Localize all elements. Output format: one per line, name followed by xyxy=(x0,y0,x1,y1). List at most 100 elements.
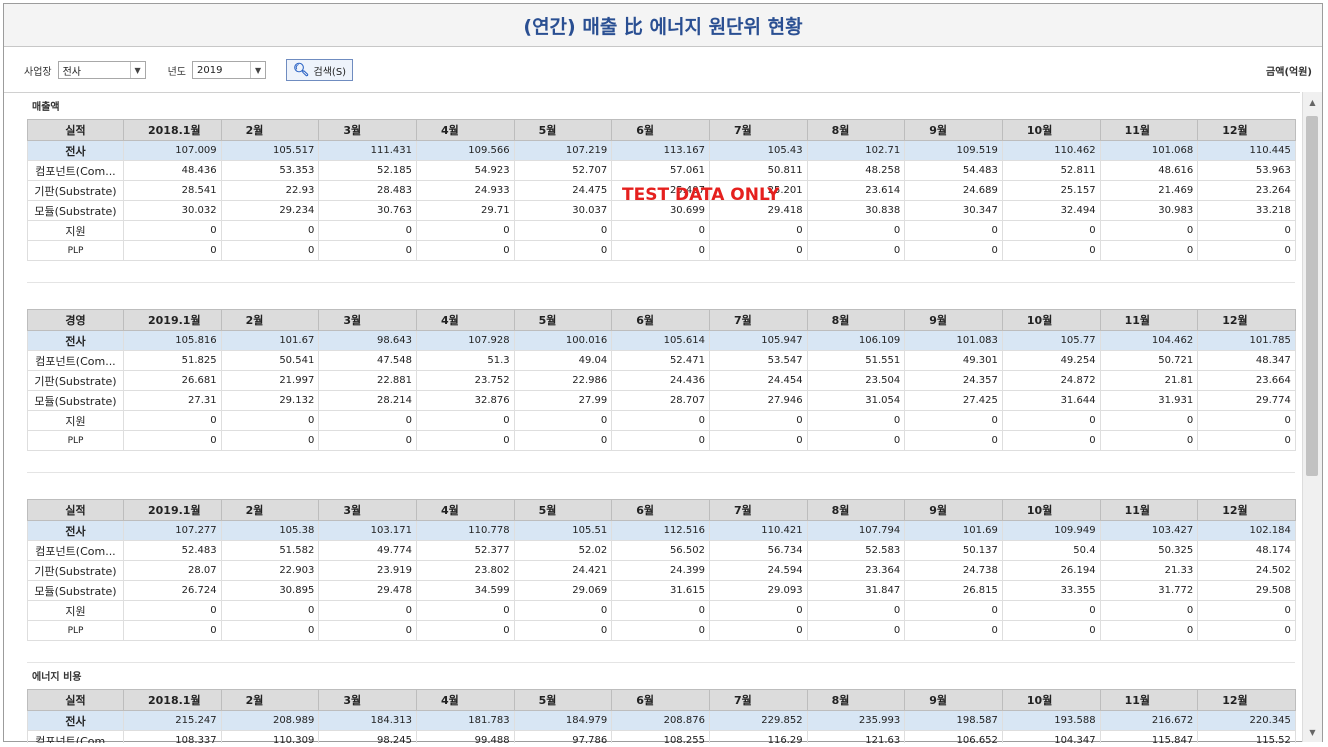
table-cell[interactable]: 101.785 xyxy=(1197,330,1296,351)
year-select[interactable]: 2019 ▼ xyxy=(192,61,267,79)
table-cell[interactable]: 0 xyxy=(904,600,1003,621)
column-header[interactable]: 5월 xyxy=(513,119,613,141)
table-cell[interactable]: 109.949 xyxy=(1001,520,1101,541)
table-cell[interactable]: 27.31 xyxy=(123,390,222,411)
table-cell[interactable]: 109.566 xyxy=(415,140,515,161)
table-cell[interactable]: 29.508 xyxy=(1197,580,1296,601)
table-row[interactable]: 컴포넌트(Com... 51.825 50.541 47.548 51.3 49.04 52… xyxy=(27,350,1296,371)
table-cell[interactable]: 184.313 xyxy=(318,710,417,731)
table-cell[interactable]: 107.009 xyxy=(123,140,222,161)
column-header[interactable]: 6월 xyxy=(611,119,710,141)
table-cell[interactable]: 0 xyxy=(123,620,222,641)
table-cell[interactable]: 110.309 xyxy=(220,730,320,743)
table-cell[interactable]: 30.347 xyxy=(904,200,1003,221)
table-cell[interactable]: 0 xyxy=(1099,410,1199,431)
chevron-down-icon[interactable]: ▼ xyxy=(250,62,265,78)
table-cell[interactable]: 29.478 xyxy=(318,580,417,601)
table-cell[interactable]: 52.02 xyxy=(513,540,613,561)
search-button[interactable]: 🔍︎ 검색(S) xyxy=(286,59,354,81)
table-cell[interactable]: 0 xyxy=(220,240,320,261)
table-cell[interactable]: 53.353 xyxy=(220,160,320,181)
scroll-down-icon[interactable]: ▼ xyxy=(1309,727,1316,737)
table-cell[interactable]: 208.876 xyxy=(611,710,710,731)
table-cell[interactable]: 110.778 xyxy=(415,520,515,541)
table-cell[interactable]: 24.357 xyxy=(904,370,1003,391)
table-cell[interactable]: 0 xyxy=(415,410,515,431)
column-header[interactable]: 6월 xyxy=(611,499,710,521)
table-cell[interactable]: 0 xyxy=(1099,240,1199,261)
column-header[interactable]: 2월 xyxy=(220,309,320,331)
table-cell[interactable]: 48.616 xyxy=(1099,160,1199,181)
table-row[interactable]: 지원 0 0 0 0 0 0 0 0 0 0 0 0 xyxy=(27,410,1296,431)
table-cell[interactable]: 23.664 xyxy=(1197,370,1296,391)
table-cell[interactable]: 23.364 xyxy=(806,560,906,581)
column-header[interactable]: 4월 xyxy=(415,689,515,711)
column-header[interactable]: 12월 xyxy=(1197,689,1296,711)
table-cell[interactable]: 0 xyxy=(220,620,320,641)
table-cell[interactable]: 0 xyxy=(1197,600,1296,621)
table-cell[interactable]: 27.99 xyxy=(513,390,613,411)
table-cell[interactable]: 0 xyxy=(415,240,515,261)
column-header[interactable]: 11월 xyxy=(1099,689,1199,711)
column-header[interactable]: 12월 xyxy=(1197,309,1296,331)
table-cell[interactable]: 26.815 xyxy=(904,580,1003,601)
table-cell[interactable]: 24.594 xyxy=(708,560,808,581)
table-cell[interactable]: 53.547 xyxy=(708,350,808,371)
column-header[interactable]: 2019.1월 xyxy=(123,309,222,331)
table-cell[interactable]: 0 xyxy=(123,600,222,621)
table-cell[interactable]: 52.707 xyxy=(513,160,613,181)
table-cell[interactable]: 0 xyxy=(318,600,417,621)
table-cell[interactable]: 235.993 xyxy=(806,710,906,731)
table-row[interactable]: 전사 215.247 208.989 184.313 181.783 184.979 208… xyxy=(27,710,1296,731)
table-row[interactable]: 모듈(Substrate) 30.032 29.234 30.763 29.71 30.0… xyxy=(27,200,1296,221)
table-cell[interactable]: 116.29 xyxy=(708,730,808,743)
column-header[interactable]: 2월 xyxy=(220,499,320,521)
table-cell[interactable]: 48.436 xyxy=(123,160,222,181)
table-cell[interactable]: 0 xyxy=(806,240,906,261)
table-cell[interactable]: 101.69 xyxy=(904,520,1003,541)
table-cell[interactable]: 106.652 xyxy=(904,730,1003,743)
vertical-scrollbar[interactable]: ▲ ▼ xyxy=(1302,92,1322,742)
table-cell[interactable]: 0 xyxy=(904,430,1003,451)
table-cell[interactable]: 50.721 xyxy=(1099,350,1199,371)
column-header[interactable]: 실적 xyxy=(27,689,124,711)
table-cell[interactable]: 21.469 xyxy=(1099,180,1199,201)
column-header[interactable]: 12월 xyxy=(1197,499,1296,521)
column-header[interactable]: 10월 xyxy=(1001,119,1101,141)
table-cell[interactable]: 105.947 xyxy=(708,330,808,351)
table-cell[interactable]: 52.471 xyxy=(611,350,710,371)
table-cell[interactable]: 105.38 xyxy=(220,520,320,541)
table-cell[interactable]: 0 xyxy=(318,410,417,431)
table-cell[interactable]: 105.614 xyxy=(611,330,710,351)
table-cell[interactable]: 0 xyxy=(220,430,320,451)
column-header[interactable]: 9월 xyxy=(904,689,1003,711)
table-cell[interactable]: 50.325 xyxy=(1099,540,1199,561)
table-cell[interactable]: 0 xyxy=(513,620,613,641)
table-cell[interactable]: 22.881 xyxy=(318,370,417,391)
column-header[interactable]: 2월 xyxy=(220,119,320,141)
table-cell[interactable]: 52.583 xyxy=(806,540,906,561)
column-header[interactable]: 실적 xyxy=(27,119,124,141)
column-header[interactable]: 4월 xyxy=(415,119,515,141)
table-row[interactable]: PLP 0 0 0 0 0 0 0 0 0 0 0 0 xyxy=(27,430,1296,451)
table-cell[interactable]: 0 xyxy=(123,240,222,261)
table-cell[interactable]: 29.132 xyxy=(220,390,320,411)
table-cell[interactable]: 30.838 xyxy=(806,200,906,221)
table-cell[interactable]: 0 xyxy=(708,620,808,641)
column-header[interactable]: 8월 xyxy=(806,309,906,331)
column-header[interactable]: 3월 xyxy=(318,119,417,141)
column-header[interactable]: 9월 xyxy=(904,309,1003,331)
table-cell[interactable]: 103.427 xyxy=(1099,520,1199,541)
table-cell[interactable]: 0 xyxy=(611,220,710,241)
table-cell[interactable]: 108.255 xyxy=(611,730,710,743)
table-cell[interactable]: 107.794 xyxy=(806,520,906,541)
table-cell[interactable]: 0 xyxy=(513,430,613,451)
grid-content[interactable]: 매출액 실적 2018.1월 2월 3월 4월 5월 6월 7월 8월 9월 10월 11월 12월 전사 1… xyxy=(4,92,1300,743)
table-cell[interactable]: 30.983 xyxy=(1099,200,1199,221)
column-header[interactable]: 8월 xyxy=(806,499,906,521)
table-cell[interactable]: 23.264 xyxy=(1197,180,1296,201)
table-cell[interactable]: 106.109 xyxy=(806,330,906,351)
table-cell[interactable]: 110.445 xyxy=(1197,140,1296,161)
table-cell[interactable]: 24.399 xyxy=(611,560,710,581)
table-cell[interactable]: 31.644 xyxy=(1001,390,1101,411)
